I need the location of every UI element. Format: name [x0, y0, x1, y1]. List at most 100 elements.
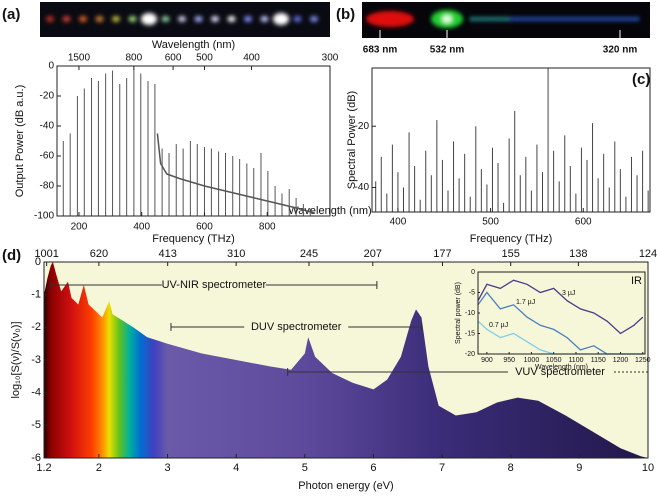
x-tick-label: 10 [642, 462, 654, 474]
photo-spot [442, 15, 452, 23]
photo-spot [580, 17, 584, 21]
x2-tick-label: 800 [126, 53, 143, 64]
photo-spot [560, 17, 564, 21]
x-axis-label: Frequency (THz) [152, 233, 235, 245]
photo-spot [525, 17, 529, 21]
x-tick-label: 5 [302, 462, 308, 474]
y-tick-label: -40 [355, 182, 370, 193]
y-tick-label: -1 [31, 289, 41, 301]
continuum-line [156, 133, 315, 214]
photo-spot [480, 17, 484, 21]
photo-spot [211, 16, 219, 22]
photo-spot [194, 16, 203, 22]
photo-spot [112, 16, 120, 22]
series-label: 0.7 µJ [489, 322, 508, 329]
x-tick-label: 400 [390, 217, 407, 228]
photo-spot [590, 17, 594, 21]
photo-spot [605, 17, 609, 21]
y-axis-label: Spectral Power (dB) [346, 91, 358, 189]
x2-tick-label: 177 [433, 248, 451, 260]
photo-spot [510, 17, 514, 21]
y-tick-label: -20 [465, 351, 475, 358]
stems [375, 68, 649, 212]
y-tick-label: -60 [40, 151, 55, 162]
panel-label: (c) [632, 71, 650, 88]
photo-spot [227, 16, 236, 22]
series-label: 1.7 µJ [516, 299, 535, 306]
plot-frame [56, 65, 331, 217]
x2-tick-label: 1001 [34, 248, 58, 260]
y-tick-label: -80 [40, 181, 55, 192]
photo-spot [570, 17, 574, 21]
x-tick-label: 1100 [568, 357, 583, 364]
y-tick-label: -4 [31, 387, 41, 399]
x2-tick-label: 413 [159, 248, 177, 260]
photo-spot [540, 17, 544, 21]
y-tick-label: -20 [40, 91, 55, 102]
y-axis-label: log₁₀[S(ν)/S(ν₀)] [10, 321, 22, 398]
x-tick-label: 7 [439, 462, 445, 474]
photo-spot [620, 17, 624, 21]
y-tick-label: 0 [35, 256, 41, 268]
x-tick-label: 1000 [524, 357, 540, 364]
photo-spot [555, 17, 559, 21]
x-tick-label: 8 [508, 462, 514, 474]
photo-spot [366, 11, 414, 27]
stems [62, 69, 311, 216]
photo-annotation: 532 nm [430, 45, 465, 56]
photo-spot [161, 16, 170, 22]
x-tick-label: 1050 [546, 357, 562, 364]
annotation-bg [508, 365, 612, 379]
photo-spot [128, 16, 137, 22]
x-tick-label: 2 [96, 462, 102, 474]
photo-spot [550, 17, 554, 21]
photo-spot [535, 17, 539, 21]
x-tick-label: 1150 [591, 357, 606, 364]
annotation-bg [244, 320, 349, 334]
plot-background [478, 272, 645, 354]
photo-spot [520, 17, 524, 21]
y-tick-label: -40 [40, 121, 55, 132]
photo-spot [565, 17, 569, 21]
photo-spot [260, 16, 269, 22]
plot-frame [371, 67, 651, 213]
x2-tick-label: 155 [502, 248, 520, 260]
photo-spot [635, 17, 639, 21]
photo-annotation: 320 nm [603, 45, 638, 56]
panel-label: (d) [2, 247, 21, 264]
y-tick-label: -10 [465, 310, 475, 317]
photo-spot [178, 16, 186, 22]
photo-spot [485, 17, 489, 21]
x-tick-label: 1.2 [36, 462, 51, 474]
photo-spot [575, 17, 579, 21]
x-tick-label: 500 [482, 217, 499, 228]
photo-spot [46, 16, 54, 22]
x2-tick-label: 300 [322, 53, 339, 64]
y-tick-label: -2 [31, 321, 41, 333]
photo-spot [95, 16, 104, 22]
y-tick-label: -6 [31, 452, 41, 464]
photo-spot [630, 17, 634, 21]
series-label: 3 µJ [562, 290, 575, 297]
x-tick-label: 3 [164, 462, 170, 474]
photo-spot [244, 16, 252, 22]
x-axis-label: Frequency (THz) [470, 233, 553, 245]
x2-tick-label: 1500 [68, 53, 91, 64]
x2-tick-label: 245 [300, 248, 318, 260]
photo-spot [530, 17, 534, 21]
range-annotation: UV-NIR spectrometer [162, 279, 267, 291]
photo-spot [495, 17, 499, 21]
x2-axis-label: Wavelength (nm) [152, 39, 235, 51]
photo-spot [62, 16, 71, 22]
photo-spot [310, 16, 318, 22]
x2-tick-label: 138 [569, 248, 587, 260]
photo-spot [515, 17, 519, 21]
x2-tick-label: 124 [639, 248, 657, 260]
photo-spot [470, 17, 474, 21]
photo-spot [79, 16, 87, 22]
photo-spot [545, 17, 549, 21]
photo-spot [625, 17, 629, 21]
x2-tick-label: 400 [243, 53, 260, 64]
x-tick-label: 1200 [613, 357, 629, 364]
